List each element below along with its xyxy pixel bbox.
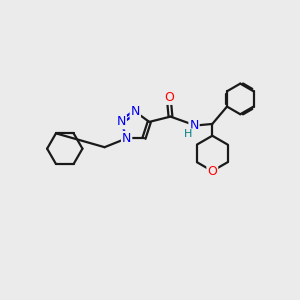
Text: N: N <box>122 132 131 145</box>
Text: N: N <box>130 105 140 118</box>
Text: N: N <box>117 116 126 128</box>
Text: H: H <box>184 129 192 139</box>
Text: O: O <box>207 165 217 178</box>
Text: O: O <box>164 91 174 104</box>
Text: N: N <box>189 119 199 132</box>
